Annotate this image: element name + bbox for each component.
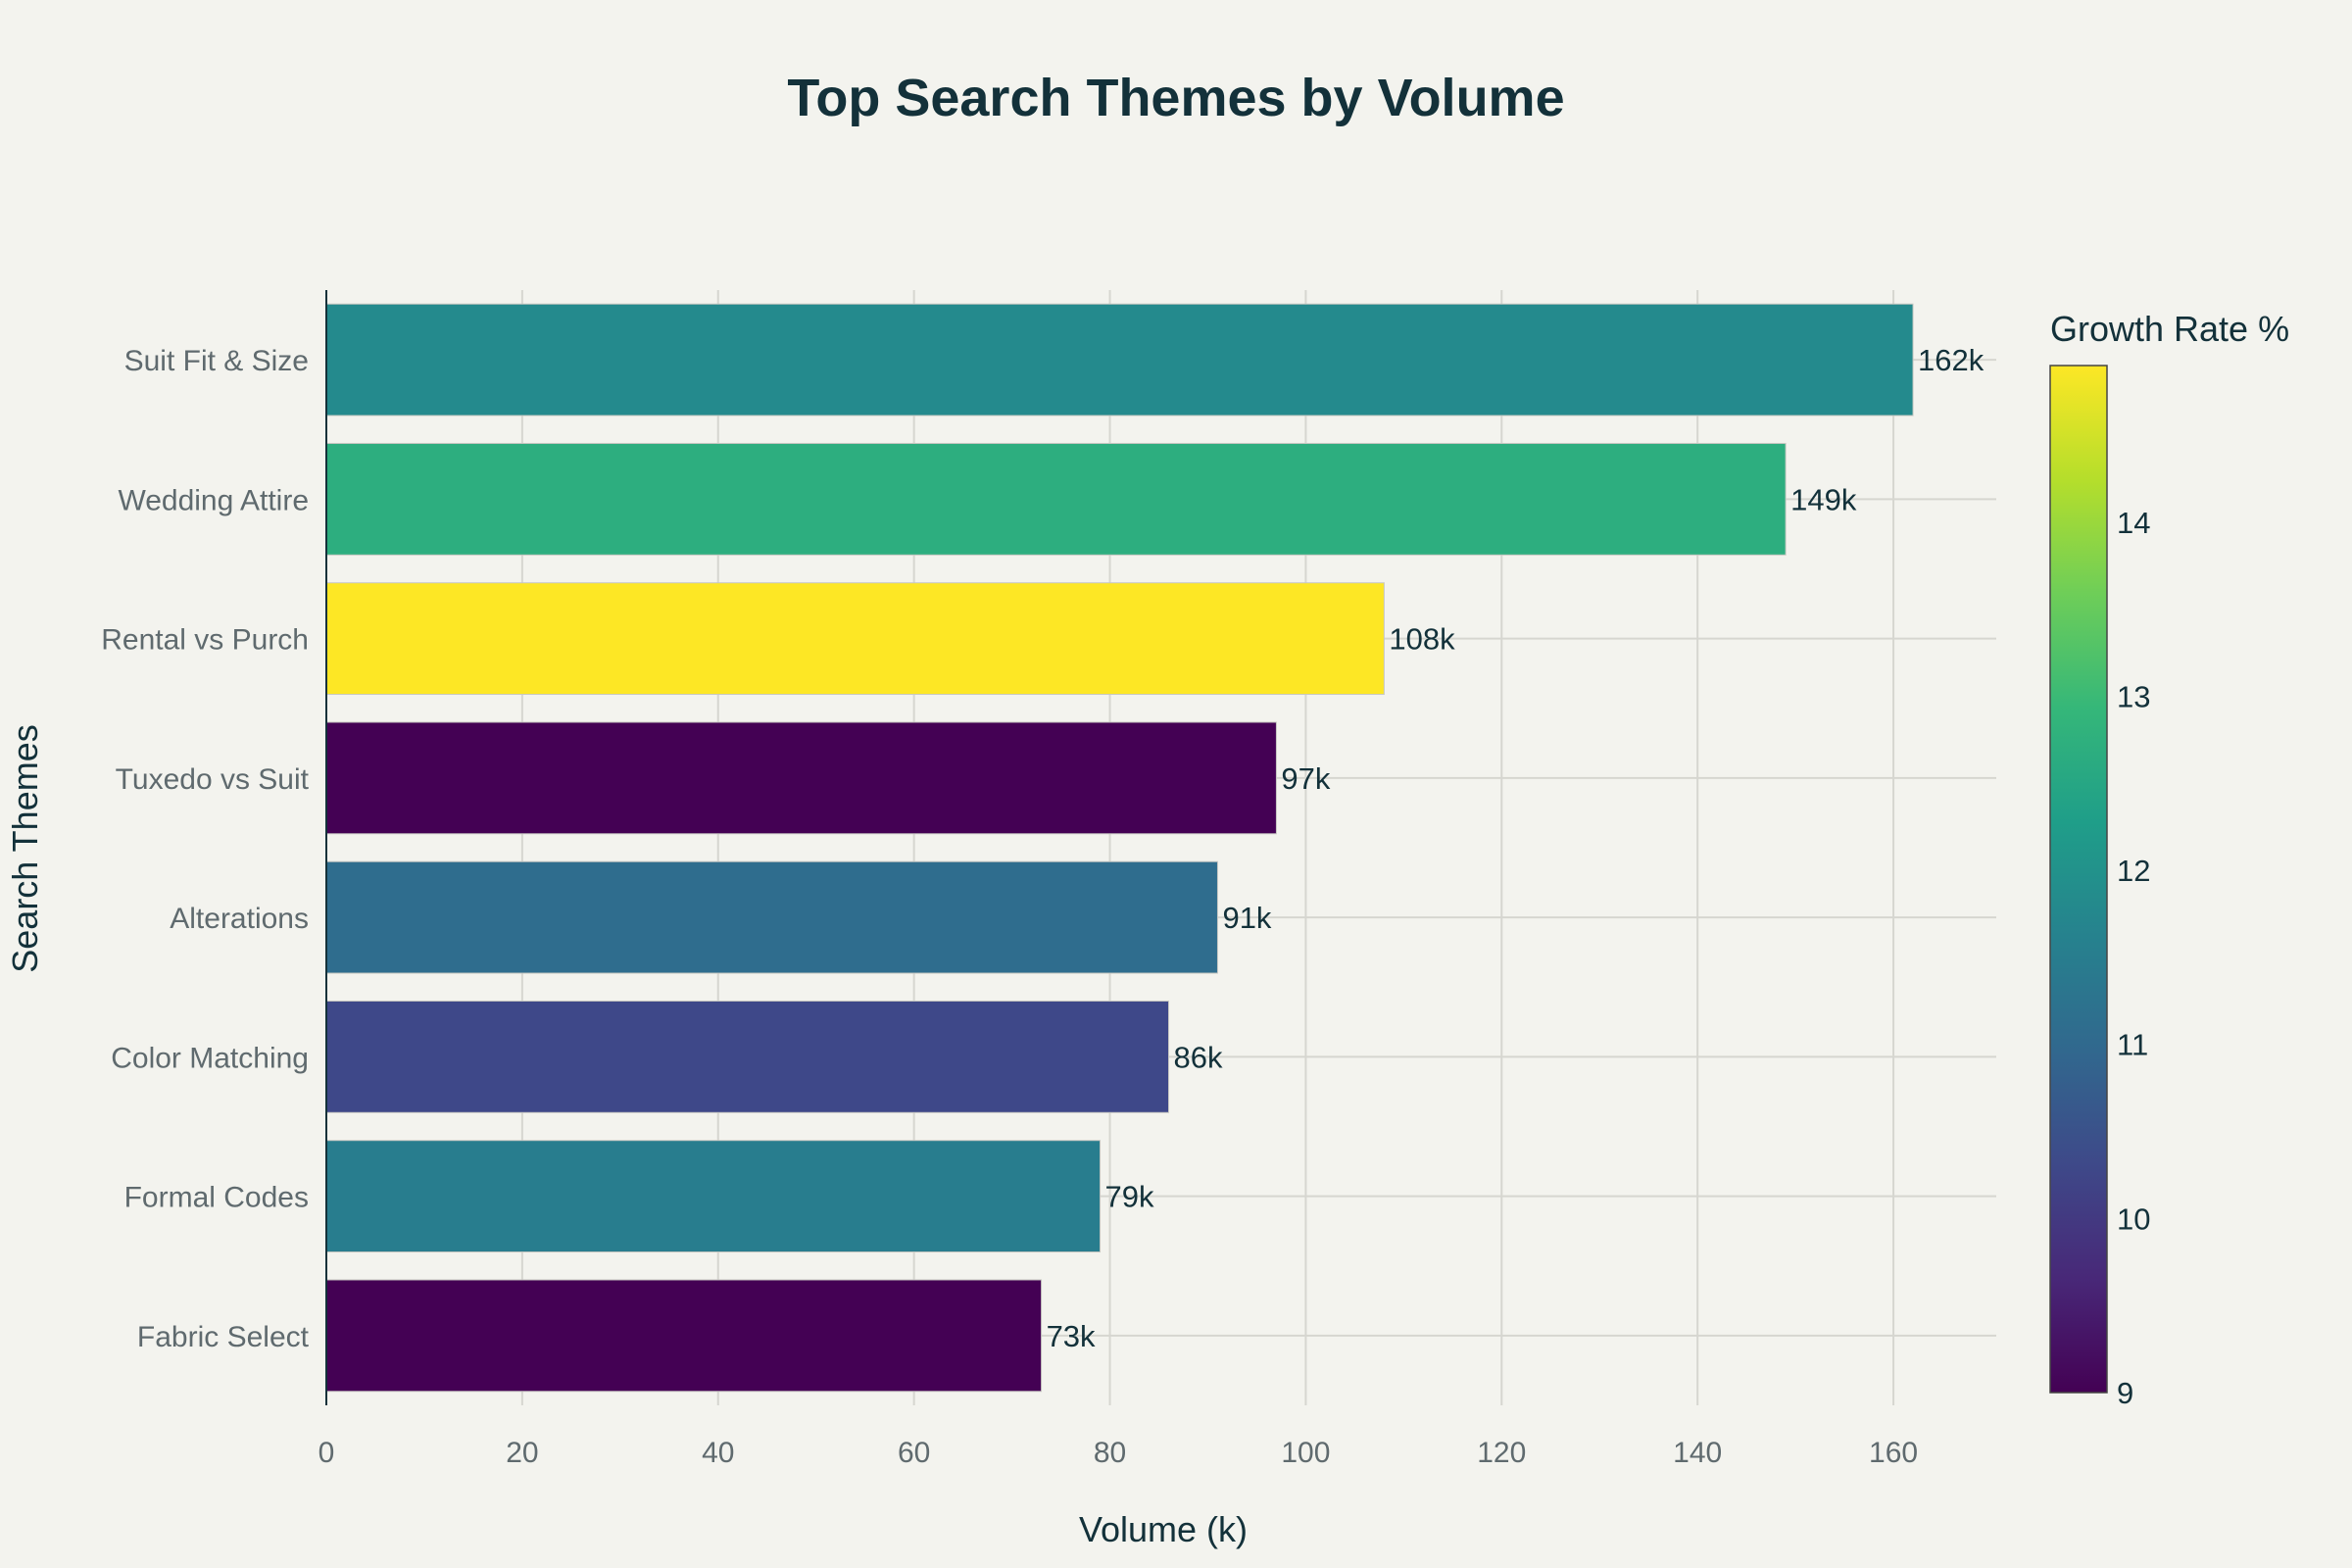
bar-label-rental-vs-purch: 108k	[1389, 622, 1455, 657]
x-tick-label: 100	[1281, 1437, 1330, 1469]
colorbar-tick-label: 13	[2117, 679, 2150, 713]
bar-rental-vs-purch	[325, 582, 1385, 696]
colorbar-tick-label: 14	[2117, 506, 2150, 540]
bar-label-alterations: 91k	[1222, 901, 1271, 935]
y-tick-label-suit-fit-size: Suit Fit & Size	[124, 345, 309, 377]
x-axis-ticks: 0 20 40 60 80 100 120 140 160	[318, 1437, 1918, 1469]
chart-title: Top Search Themes by Volume	[787, 69, 1564, 127]
bar-formal-codes	[325, 1140, 1102, 1253]
y-tick-label-alterations: Alterations	[170, 903, 309, 935]
x-tick-label: 120	[1477, 1437, 1526, 1469]
colorbar-tick-label: 11	[2117, 1028, 2148, 1062]
x-tick-label: 40	[702, 1437, 734, 1469]
y-tick-label-fabric-select: Fabric Select	[137, 1321, 310, 1353]
x-tick-label: 0	[318, 1437, 335, 1469]
y-axis-ticks: Suit Fit & Size Wedding Attire Rental vs P…	[101, 345, 309, 1353]
y-tick-label-formal-codes: Formal Codes	[124, 1182, 309, 1214]
y-tick-label-wedding-attire: Wedding Attire	[118, 484, 309, 516]
bar-label-color-matching: 86k	[1173, 1040, 1222, 1074]
bar-tuxedo-vs-suit	[325, 721, 1277, 835]
colorbar-ticks: 9 10 11 12 13 14	[2117, 506, 2150, 1410]
x-axis-title: Volume (k)	[1079, 1509, 1248, 1549]
bar-label-wedding-attire: 149k	[1790, 482, 1857, 516]
bar-fabric-select	[325, 1279, 1043, 1393]
y-tick-label-rental-vs-purch: Rental vs Purch	[101, 624, 309, 657]
x-tick-label: 140	[1673, 1437, 1722, 1469]
y-tick-label-tuxedo-vs-suit: Tuxedo vs Suit	[116, 763, 310, 796]
bar-label-formal-codes: 79k	[1105, 1180, 1154, 1214]
x-tick-label: 80	[1094, 1437, 1126, 1469]
bar-suit-fit-size	[325, 303, 1914, 416]
colorbar-tick-label: 10	[2117, 1201, 2150, 1236]
bar-color-matching	[325, 1000, 1169, 1113]
x-tick-label: 20	[506, 1437, 538, 1469]
bar-wedding-attire	[325, 442, 1787, 556]
bars: 162k 149k 108k 97k 91k 86k 79k 73k	[325, 303, 1984, 1393]
y-tick-label-color-matching: Color Matching	[111, 1042, 309, 1074]
colorbar-title: Growth Rate %	[2050, 309, 2289, 349]
colorbar-tick-label: 9	[2117, 1376, 2133, 1410]
y-axis-title: Search Themes	[5, 724, 45, 972]
bar-label-tuxedo-vs-suit: 97k	[1281, 761, 1330, 796]
colorbar-gradient	[2049, 365, 2108, 1394]
colorbar: Growth Rate % 9 10 11 12 13 14	[2049, 309, 2289, 1410]
bar-label-suit-fit-size: 162k	[1918, 343, 1984, 377]
x-tick-label: 160	[1869, 1437, 1918, 1469]
bar-alterations	[325, 860, 1218, 974]
colorbar-tick-label: 12	[2117, 854, 2150, 888]
x-tick-label: 60	[898, 1437, 930, 1469]
bar-label-fabric-select: 73k	[1047, 1319, 1096, 1353]
